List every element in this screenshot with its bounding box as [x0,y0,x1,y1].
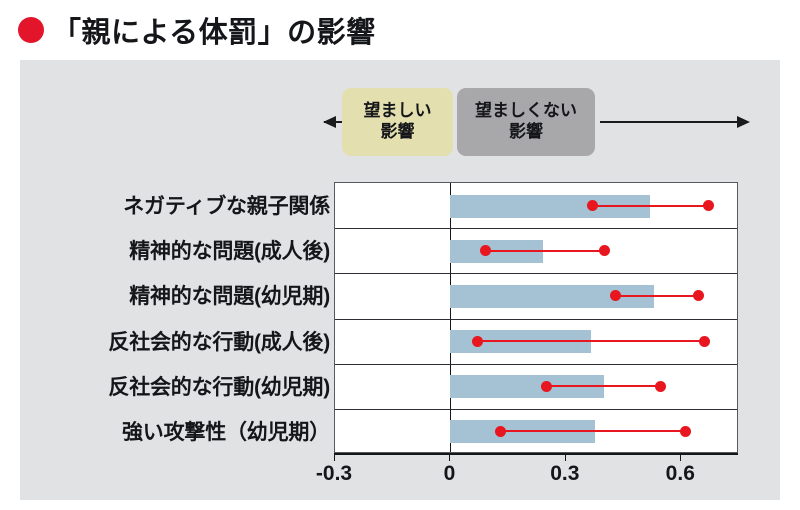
legend: 望ましい 影響 望ましくない 影響 [20,88,780,156]
x-axis-tick [564,453,566,461]
page-title: 「親による体罰」の影響 [18,8,376,52]
confidence-interval-line [546,385,661,388]
legend-item-undesirable-line2: 影響 [509,122,543,141]
ci-upper-marker [679,425,691,437]
title-text: 「親による体罰」の影響 [52,17,376,49]
row-separator [335,228,737,230]
chart-panel: 望ましい 影響 望ましくない 影響 ネガティブな親子関係 精神的な問題(成人後) 精… [20,60,780,500]
category-label: 精神的な問題(成人後) [129,240,330,264]
bar [450,375,605,399]
category-label: 反社会的な行動(成人後) [108,330,330,354]
category-label: 強い攻撃性（幼児期） [122,420,330,444]
row-separator [335,408,737,410]
legend-item-undesirable: 望ましくない 影響 [457,88,595,156]
ci-upper-marker [702,200,714,212]
chart-body: ネガティブな親子関係 精神的な問題(成人後) 精神的な問題(幼児期) 反社会的な行動(… [20,182,780,453]
ci-upper-marker [698,335,710,347]
ci-lower-marker [541,380,553,392]
legend-item-undesirable-line1: 望ましくない [475,101,577,121]
category-label: ネガティブな親子関係 [123,195,330,219]
confidence-interval-line [615,294,699,297]
confidence-interval-line [485,249,605,252]
red-circle-bullet-icon [18,17,44,43]
ci-lower-marker [610,290,622,302]
ci-lower-marker [494,425,506,437]
x-axis-line [334,453,738,455]
x-axis-tick [334,453,335,461]
confidence-interval-line [477,340,705,343]
x-axis-tick [680,453,682,461]
legend-item-desirable-line2: 影響 [380,122,415,141]
bar [450,194,651,218]
category-axis-labels: ネガティブな親子関係 精神的な問題(成人後) 精神的な問題(幼児期) 反社会的な行動(… [20,182,334,453]
zero-baseline [450,183,452,452]
row-separator [335,363,737,365]
x-axis-tick [449,453,451,461]
arrow-right-icon [600,116,750,128]
row-separator [335,318,737,320]
category-label: 反社会的な行動(幼児期) [108,375,330,399]
ci-upper-marker [598,245,610,257]
x-axis-tick-label: 0 [443,462,456,485]
x-axis-tick-label: 0.3 [550,462,580,485]
arrow-left-icon [323,116,348,128]
confidence-interval-line [592,204,709,207]
ci-lower-marker [479,245,491,257]
plot-area [334,182,738,453]
bar [450,284,655,308]
legend-item-desirable: 望ましい 影響 [342,88,453,156]
ci-lower-marker [587,200,599,212]
legend-item-desirable-line1: 望ましい [363,101,432,121]
ci-upper-marker [654,380,666,392]
row-separator [335,273,737,275]
x-axis-tick-label: 0.6 [665,462,695,485]
x-axis: -0.3 0 0.3 0.6 [316,453,738,499]
confidence-interval-line [500,430,686,433]
category-label: 精神的な問題(幼児期) [129,285,330,309]
x-axis-tick-label: -0.3 [315,462,353,485]
ci-upper-marker [693,290,705,302]
ci-lower-marker [471,335,483,347]
